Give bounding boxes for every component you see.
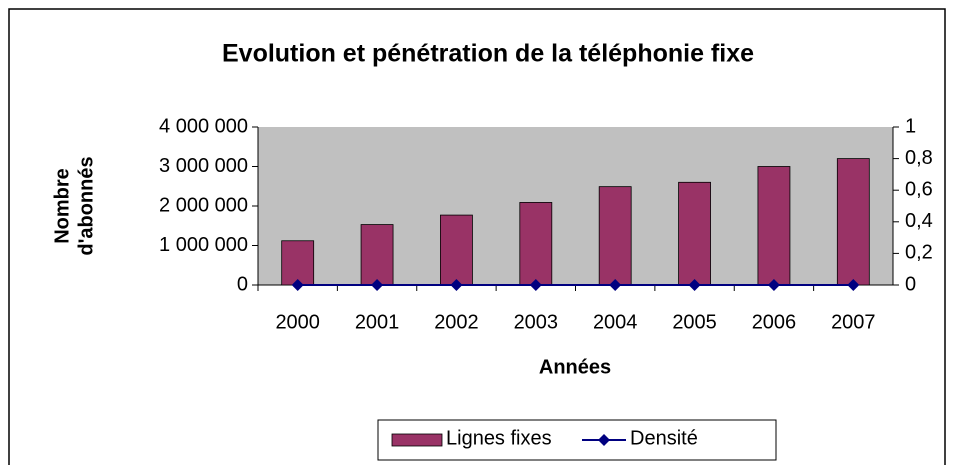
y-tick-label: 4 000 000 xyxy=(159,115,248,137)
line-marker xyxy=(847,279,860,291)
x-tick-label: 2004 xyxy=(593,311,638,333)
y2-tick-label: 0,4 xyxy=(905,210,933,232)
legend-swatch xyxy=(391,433,443,447)
bar xyxy=(281,240,315,286)
x-tick-label: 2001 xyxy=(355,311,400,333)
bar xyxy=(519,202,553,286)
y2-tick-label: 0 xyxy=(905,273,916,295)
y2-tick-label: 0,2 xyxy=(905,242,933,264)
x-tick-label: 2006 xyxy=(752,311,797,333)
x-tick-label: 2007 xyxy=(831,311,876,333)
line-marker xyxy=(450,279,463,291)
y2-tick-label: 0,8 xyxy=(905,147,933,169)
x-tick-label: 2000 xyxy=(275,311,320,333)
legend-swatch xyxy=(598,434,610,446)
bar xyxy=(757,166,791,286)
line-marker xyxy=(371,279,384,291)
y-tick-label: 2 000 000 xyxy=(159,194,248,216)
y-axis-label: Nombre xyxy=(51,168,73,244)
legend-label: Lignes fixes xyxy=(446,427,552,449)
line-marker xyxy=(767,279,780,291)
x-axis-label: Années xyxy=(539,356,611,378)
plot-area xyxy=(258,127,893,285)
y2-tick-label: 0,6 xyxy=(905,178,933,200)
bar xyxy=(440,214,473,286)
legend-label: Densité xyxy=(630,427,698,449)
x-tick-label: 2002 xyxy=(434,311,479,333)
bar xyxy=(598,186,632,286)
chart-title: Evolution et pénétration de la téléphoni… xyxy=(222,40,754,68)
line-marker xyxy=(291,279,304,291)
bar xyxy=(360,224,394,286)
y2-tick-label: 1 xyxy=(905,115,916,137)
x-tick-label: 2003 xyxy=(514,311,559,333)
y-tick-label: 0 xyxy=(237,273,248,295)
line-marker xyxy=(529,279,542,291)
y-tick-label: 1 000 000 xyxy=(159,234,248,256)
x-tick-label: 2005 xyxy=(672,311,717,333)
line-marker xyxy=(609,279,622,291)
bar xyxy=(836,158,870,286)
y-axis-label: d'abonnés xyxy=(75,156,97,255)
bar xyxy=(678,181,711,286)
y-tick-label: 3 000 000 xyxy=(159,155,248,177)
line-marker xyxy=(688,279,701,291)
legend xyxy=(377,419,777,461)
